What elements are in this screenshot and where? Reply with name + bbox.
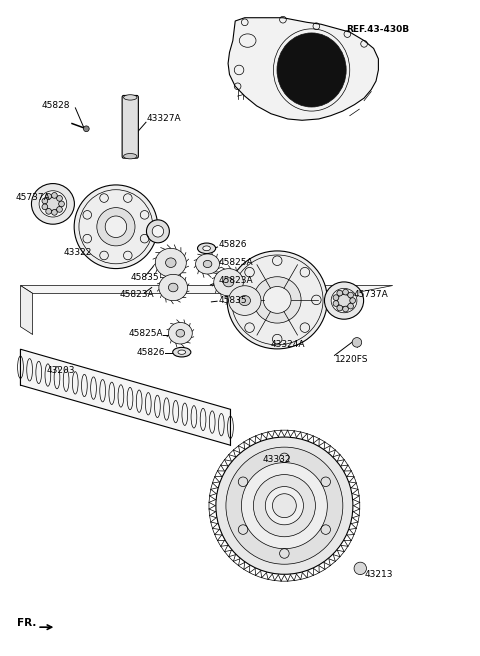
Ellipse shape <box>74 185 157 268</box>
Ellipse shape <box>51 193 57 198</box>
Ellipse shape <box>324 282 364 319</box>
Ellipse shape <box>337 305 343 311</box>
Text: 45825A: 45825A <box>218 258 253 267</box>
Ellipse shape <box>348 303 353 309</box>
Ellipse shape <box>331 289 357 313</box>
Ellipse shape <box>343 306 348 312</box>
Ellipse shape <box>253 277 301 323</box>
Ellipse shape <box>203 260 212 268</box>
Text: 43332: 43332 <box>263 455 291 464</box>
Ellipse shape <box>226 447 343 564</box>
Ellipse shape <box>57 195 62 201</box>
Ellipse shape <box>146 220 169 243</box>
Text: 45835: 45835 <box>130 272 159 281</box>
Ellipse shape <box>333 295 339 300</box>
Ellipse shape <box>333 300 339 306</box>
Text: 45825A: 45825A <box>129 329 163 338</box>
Text: 1220FS: 1220FS <box>336 355 369 364</box>
Ellipse shape <box>84 126 89 132</box>
Text: REF.43-430B: REF.43-430B <box>346 25 409 34</box>
Ellipse shape <box>214 269 243 296</box>
Ellipse shape <box>166 258 176 268</box>
Ellipse shape <box>156 249 186 277</box>
Ellipse shape <box>337 295 351 307</box>
Text: 45737A: 45737A <box>354 289 388 298</box>
FancyBboxPatch shape <box>122 96 138 158</box>
Ellipse shape <box>273 494 296 518</box>
Text: 43213: 43213 <box>365 571 394 579</box>
Text: 43324A: 43324A <box>271 340 305 349</box>
Ellipse shape <box>123 154 137 159</box>
Ellipse shape <box>59 201 64 207</box>
Ellipse shape <box>152 226 164 237</box>
Text: 43203: 43203 <box>47 366 75 375</box>
Ellipse shape <box>105 216 127 237</box>
Ellipse shape <box>97 208 135 246</box>
Ellipse shape <box>198 243 216 254</box>
Ellipse shape <box>46 194 51 199</box>
Ellipse shape <box>253 474 315 537</box>
Ellipse shape <box>46 209 51 215</box>
Text: 45835: 45835 <box>218 296 247 305</box>
Ellipse shape <box>239 296 251 306</box>
Ellipse shape <box>354 562 366 575</box>
Ellipse shape <box>348 292 353 298</box>
Ellipse shape <box>223 277 234 287</box>
Ellipse shape <box>46 197 60 211</box>
Text: FR.: FR. <box>17 618 36 628</box>
Ellipse shape <box>350 298 356 304</box>
Ellipse shape <box>42 198 48 204</box>
Ellipse shape <box>203 246 210 251</box>
Polygon shape <box>21 349 230 445</box>
Text: 43327A: 43327A <box>147 114 181 123</box>
Ellipse shape <box>39 191 67 217</box>
Ellipse shape <box>228 286 261 316</box>
Ellipse shape <box>343 289 348 295</box>
Ellipse shape <box>352 338 362 347</box>
Text: 45737A: 45737A <box>16 193 50 202</box>
Ellipse shape <box>176 329 185 337</box>
Ellipse shape <box>173 348 191 357</box>
Ellipse shape <box>168 283 178 292</box>
Ellipse shape <box>264 287 291 314</box>
Text: 45823A: 45823A <box>120 289 155 298</box>
Text: 45828: 45828 <box>42 102 71 110</box>
Text: 45823A: 45823A <box>218 276 253 285</box>
Ellipse shape <box>159 274 188 300</box>
Ellipse shape <box>241 462 327 548</box>
Ellipse shape <box>227 251 327 349</box>
Ellipse shape <box>51 209 57 215</box>
Text: 43322: 43322 <box>63 249 92 257</box>
Ellipse shape <box>178 350 186 354</box>
Polygon shape <box>228 18 378 120</box>
Ellipse shape <box>32 184 74 224</box>
Ellipse shape <box>57 207 62 213</box>
Ellipse shape <box>277 33 346 107</box>
Ellipse shape <box>42 204 48 210</box>
Ellipse shape <box>196 254 219 274</box>
Polygon shape <box>21 285 393 293</box>
Text: 45826: 45826 <box>218 240 247 249</box>
Ellipse shape <box>265 487 303 525</box>
Text: 45826: 45826 <box>136 348 165 357</box>
Polygon shape <box>21 285 33 335</box>
Ellipse shape <box>123 94 137 100</box>
Ellipse shape <box>168 323 192 344</box>
Ellipse shape <box>216 437 353 574</box>
Ellipse shape <box>337 290 343 296</box>
